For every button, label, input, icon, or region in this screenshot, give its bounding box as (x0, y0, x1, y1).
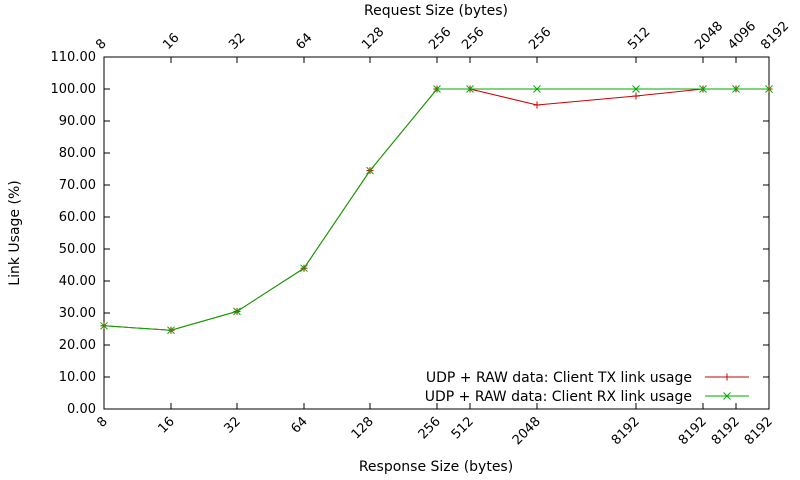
x-tick-label-top: 4096 (725, 19, 759, 53)
data-point-rx (167, 326, 175, 335)
x-tick-label-bottom: 8192 (609, 414, 643, 448)
legend-label: UDP + RAW data: Client RX link usage (425, 389, 692, 405)
x-tick-label-bottom: 16 (156, 414, 178, 436)
legend-label: UDP + RAW data: Client TX link usage (426, 370, 692, 386)
x-tick-label-bottom: 8192 (709, 414, 743, 448)
x-tick-label-bottom: 512 (449, 414, 477, 442)
data-point-rx (732, 85, 740, 93)
data-point-rx (300, 264, 308, 273)
data-point-rx (466, 85, 474, 93)
data-point-rx (100, 321, 108, 330)
series-layer (100, 85, 773, 335)
y-axis-ticks: 0.00 10.00 20.00 30.00 40.00 50.00 60.00 70.00 8… (51, 50, 769, 417)
series-line-tx (103, 88, 769, 331)
y-axis-label: Link Usage (%) (7, 180, 23, 285)
x2-axis-label: Request Size (bytes) (364, 3, 508, 19)
data-point-tx (533, 101, 541, 109)
x-tick-label-bottom: 2048 (510, 414, 544, 448)
x-tick-label-bottom: 128 (349, 414, 377, 442)
x-tick-label-bottom: 32 (222, 414, 244, 436)
x-tick-label-top: 32 (226, 31, 248, 53)
data-point-rx (233, 307, 241, 316)
x-tick-label-top: 64 (293, 31, 315, 53)
x-tick-label-bottom: 64 (289, 414, 311, 436)
x-tick-label-top: 256 (526, 25, 554, 53)
x-tick-label-top: 512 (625, 25, 653, 53)
y-tick-label: 70.00 (59, 178, 96, 193)
legend-marker (723, 392, 731, 400)
y-tick-label: 40.00 (59, 274, 96, 289)
data-point-rx (632, 85, 640, 93)
legend: UDP + RAW data: Client TX link usage UDP … (425, 370, 749, 405)
y-tick-label: 20.00 (59, 338, 96, 353)
x-tick-label-top: 256 (426, 25, 454, 53)
legend-marker (723, 373, 731, 381)
y-tick-label: 60.00 (59, 210, 96, 225)
x-tick-label-top: 8192 (758, 19, 792, 53)
y-tick-label: 10.00 (59, 370, 96, 385)
x-axis-label: Response Size (bytes) (359, 459, 513, 475)
y-tick-label: 90.00 (59, 114, 96, 129)
y-tick-label: 100.00 (51, 82, 97, 97)
data-point-rx (699, 85, 707, 93)
plot-frame (103, 56, 770, 410)
y-tick-label: 30.00 (59, 306, 96, 321)
x-tick-label-bottom: 8192 (676, 414, 710, 448)
y-tick-label: 0.00 (67, 402, 96, 417)
y-tick-label: 80.00 (59, 146, 96, 161)
series-line-rx (103, 88, 769, 331)
y-tick-label: 110.00 (51, 50, 97, 65)
data-point-rx (366, 166, 374, 175)
y-tick-label: 50.00 (59, 242, 96, 257)
x-tick-label-top: 256 (459, 25, 487, 53)
x-tick-label-bottom: 256 (416, 414, 444, 442)
data-point-rx (433, 85, 441, 93)
x-tick-label-top: 128 (359, 25, 387, 53)
x-tick-label-bottom: 8192 (742, 414, 776, 448)
x-tick-label-top: 16 (160, 31, 182, 53)
x-tick-label-bottom: 8 (94, 414, 110, 430)
data-point-tx (632, 92, 640, 100)
data-point-rx (765, 85, 773, 93)
data-point-rx (533, 85, 541, 93)
x-tick-label-top: 2048 (692, 19, 726, 53)
